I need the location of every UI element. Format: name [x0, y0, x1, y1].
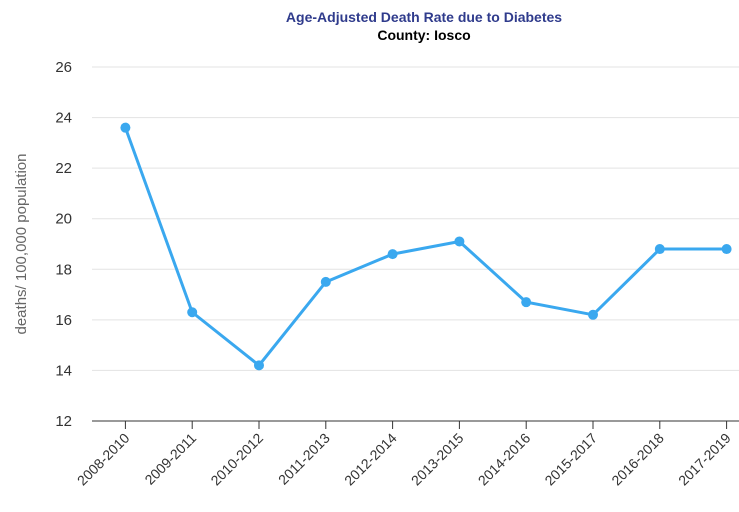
x-tick-label: 2013-2015: [408, 430, 467, 489]
y-tick-label: 12: [55, 413, 72, 430]
point: [387, 249, 398, 260]
x-tick-label: 2011-2013: [275, 430, 333, 488]
point: [521, 297, 532, 308]
x-tick-label: 2017-2019: [675, 430, 734, 489]
y-axis-label: deaths/ 100,000 population: [13, 154, 30, 335]
y-tick-label: 22: [55, 160, 72, 177]
y-tick-label: 16: [55, 312, 72, 329]
y-tick-label: 26: [55, 59, 72, 76]
chart-subtitle: County: Iosco: [377, 27, 470, 43]
y-tick-label: 18: [55, 261, 72, 278]
x-tick-label: 2016-2018: [608, 430, 667, 489]
point: [588, 309, 598, 320]
x-tick-label: 2009-2011: [141, 430, 199, 488]
x-tick-label: 2010-2012: [207, 430, 266, 489]
x-tick-label: 2012-2014: [341, 430, 400, 489]
line: [123, 127, 727, 368]
chart-title: Age-Adjusted Death Rate due to Diabetes: [286, 9, 562, 25]
point: [120, 122, 131, 133]
point: [254, 360, 264, 371]
y-tick-label: 24: [55, 110, 72, 127]
y-tick-label: 14: [55, 362, 72, 379]
point: [721, 244, 732, 255]
point: [187, 307, 198, 318]
point: [320, 276, 331, 287]
x-tick-label: 2015-2017: [541, 430, 600, 489]
point: [654, 244, 665, 255]
x-tick-label: 2014-2016: [475, 430, 534, 489]
y-tick-label: 20: [55, 211, 72, 228]
x-tick-label: 2008-2010: [74, 430, 133, 489]
point: [454, 236, 465, 247]
